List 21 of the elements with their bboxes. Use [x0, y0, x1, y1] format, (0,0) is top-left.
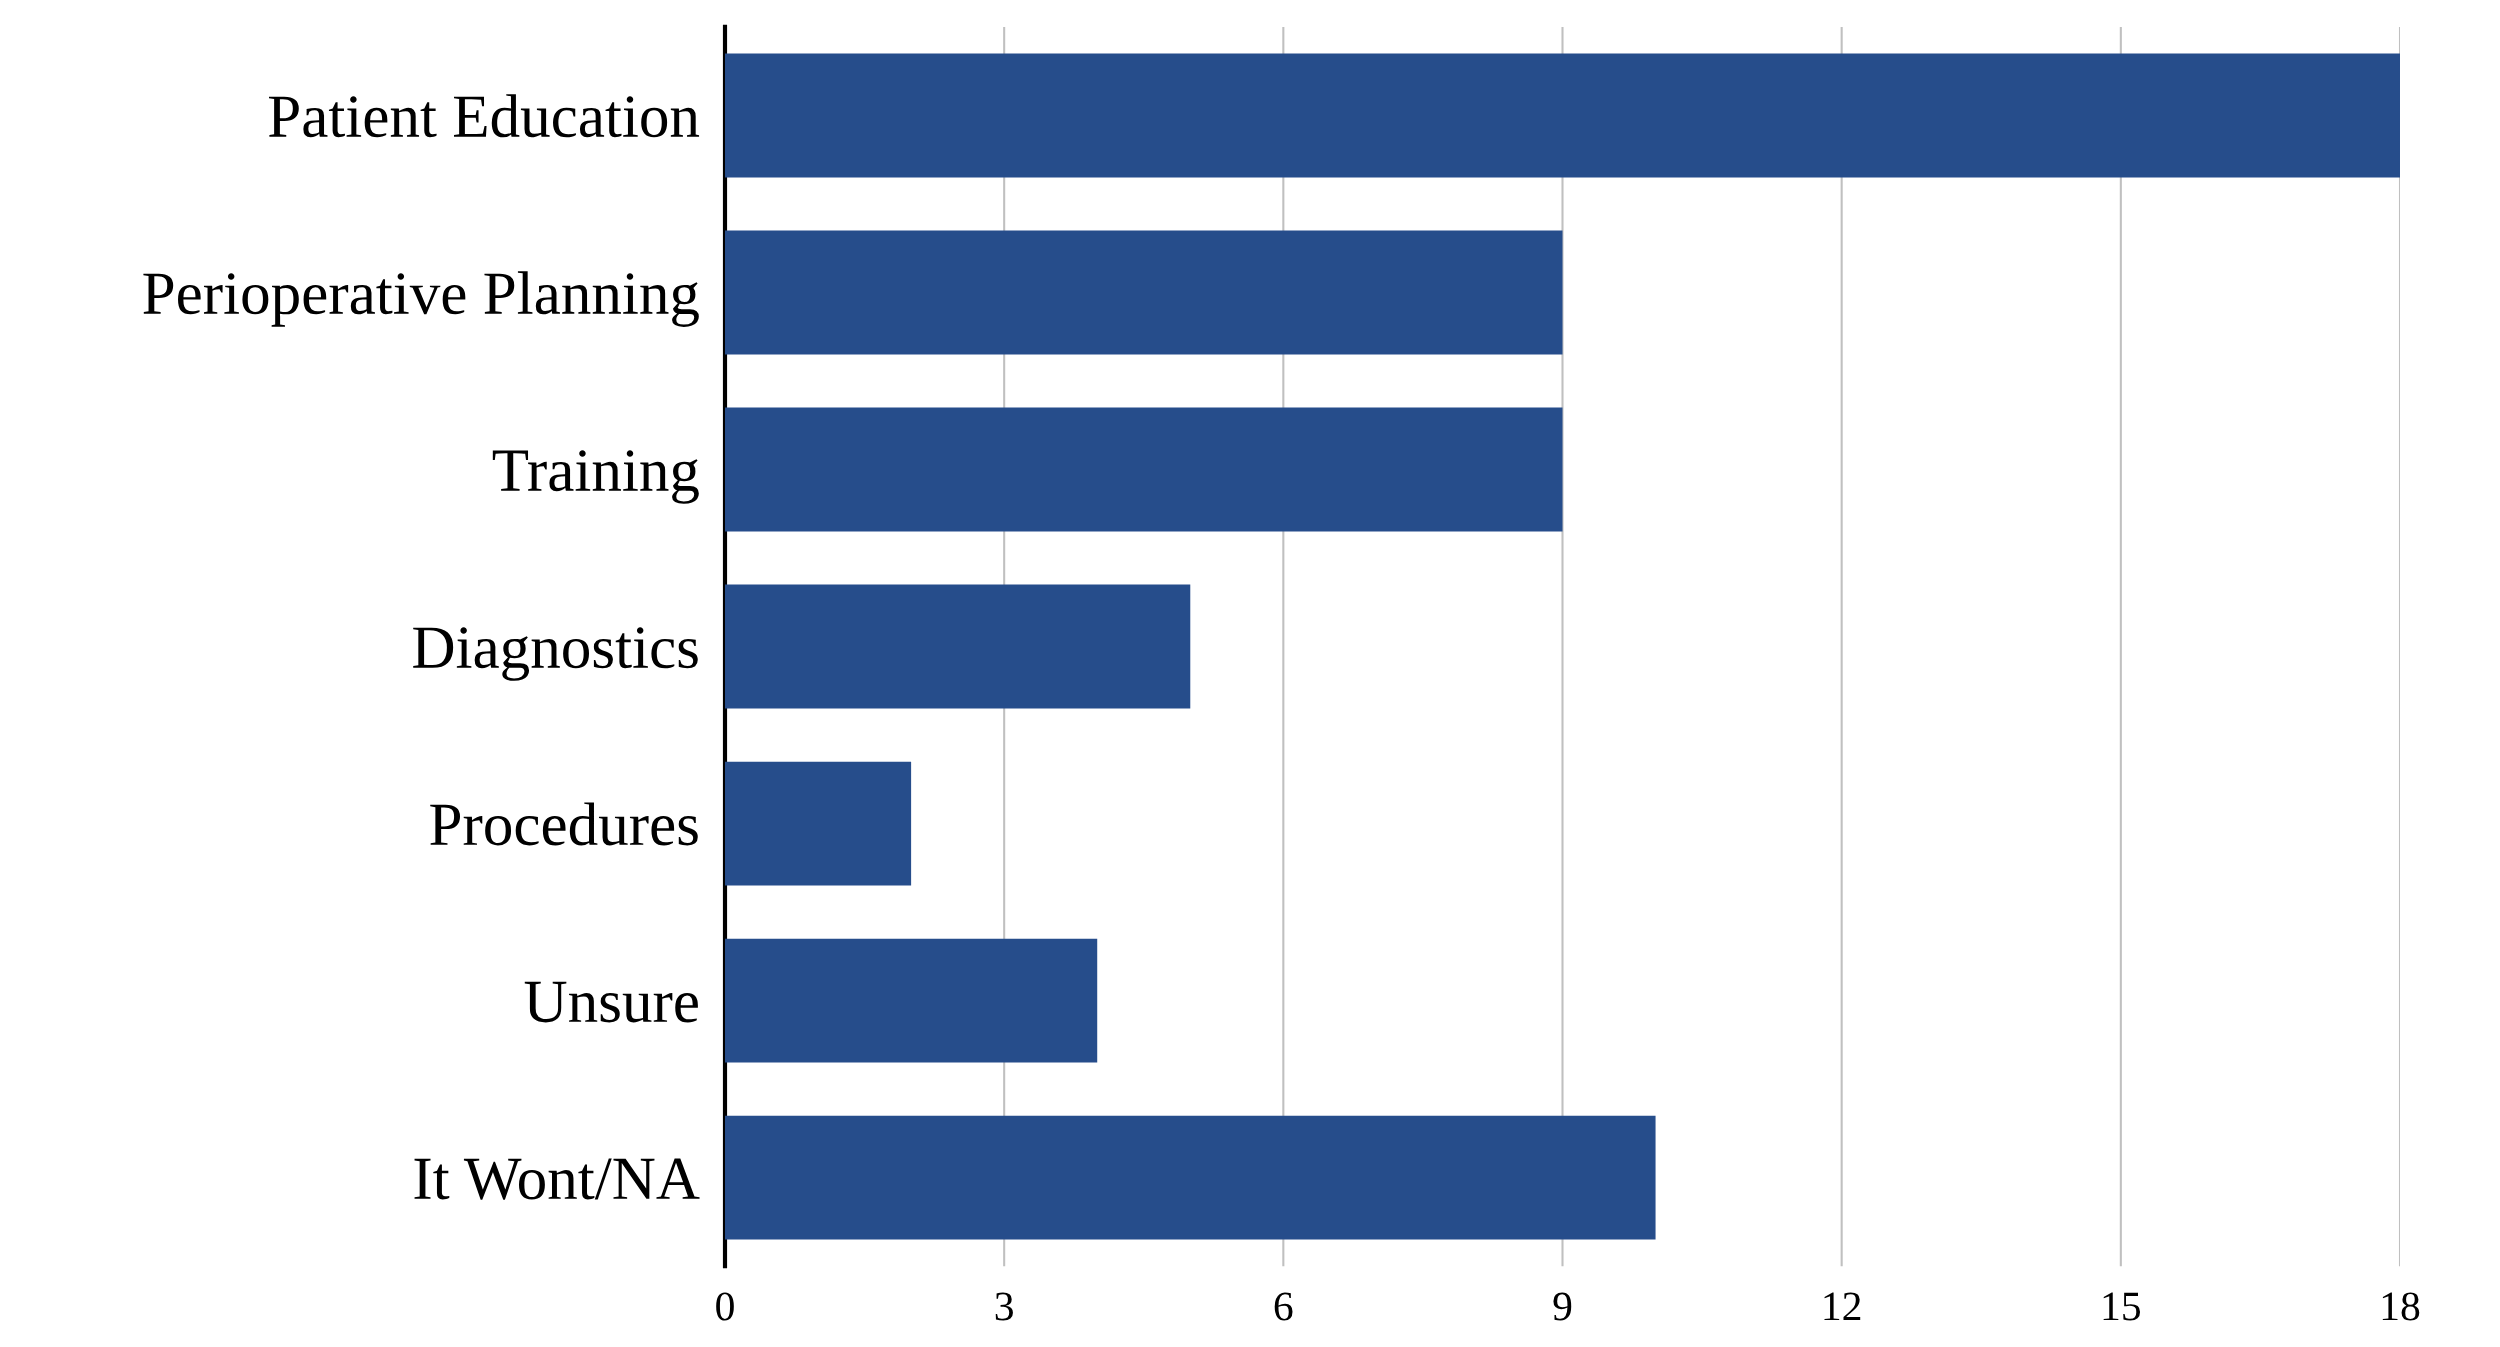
bar — [725, 1115, 1656, 1240]
bar — [725, 53, 2400, 178]
bar — [725, 761, 912, 886]
x-tick-label: 0 — [716, 1292, 734, 1321]
x-tick-label: 6 — [1274, 1292, 1293, 1321]
y-tick-label: Unsure — [524, 981, 698, 1023]
x-tick-label: 9 — [1553, 1292, 1572, 1321]
bar — [725, 938, 1098, 1063]
bar — [725, 230, 1563, 355]
x-tick-label: 12 — [1824, 1292, 1861, 1321]
y-tick-label: Procedures — [430, 802, 698, 846]
y-tick-label: Diagnostics — [413, 627, 698, 681]
x-tick-label: 3 — [995, 1292, 1013, 1321]
y-tick-label: It Wont/NA — [414, 1158, 700, 1200]
x-tick-label: 15 — [2103, 1292, 2141, 1321]
y-tick-label: Patient Education — [268, 94, 700, 138]
x-tick-label: 18 — [2382, 1292, 2420, 1321]
y-tick-label: Training — [492, 450, 699, 504]
bar — [725, 584, 1191, 709]
y-tick-label: Perioperative Planning — [143, 271, 699, 327]
bar — [725, 407, 1563, 532]
